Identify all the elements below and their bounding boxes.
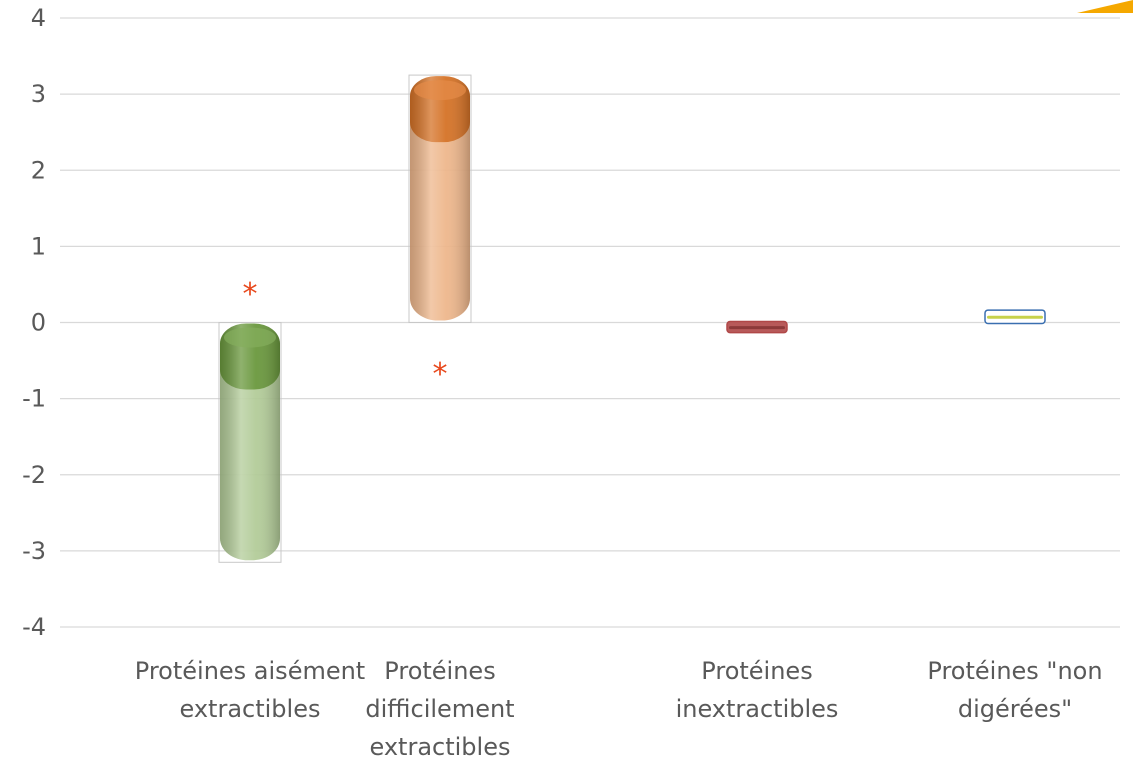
y-tick-label: 4 bbox=[31, 4, 46, 32]
category-label-line: extractibles bbox=[370, 733, 511, 761]
category-label: Protéines "non digérées" bbox=[927, 657, 1102, 723]
category-label: Protéines aisément extractibles bbox=[135, 657, 365, 723]
bar-frame bbox=[408, 74, 472, 323]
x-axis: Protéines aisément extractibles Protéines d… bbox=[135, 657, 1103, 761]
y-axis: 4 3 2 1 0 -1 -2 -3 -4 bbox=[22, 4, 46, 641]
category-label: Protéines difficilement extractibles bbox=[365, 657, 514, 761]
corner-decoration bbox=[1077, 0, 1133, 13]
y-tick-label: -4 bbox=[22, 613, 46, 641]
bar bbox=[984, 309, 1046, 325]
bar-rim bbox=[729, 326, 785, 330]
category-label-line: Protéines bbox=[701, 657, 812, 685]
category-label-line: Protéines aisément bbox=[135, 657, 365, 685]
y-tick-label: 3 bbox=[31, 80, 46, 108]
bar bbox=[726, 320, 788, 334]
bar-cap-top bbox=[414, 80, 466, 101]
bars bbox=[218, 74, 1046, 563]
y-tick-label: -3 bbox=[22, 537, 46, 565]
category-label-line: extractibles bbox=[180, 695, 321, 723]
category-label-line: inextractibles bbox=[676, 695, 839, 723]
bar bbox=[218, 322, 282, 563]
category-label-line: Protéines bbox=[384, 657, 495, 685]
y-tick-label: -1 bbox=[22, 385, 46, 413]
category-label-line: difficilement bbox=[365, 695, 514, 723]
y-tick-label: -2 bbox=[22, 461, 46, 489]
y-tick-label: 1 bbox=[31, 232, 46, 260]
bar-cap-top bbox=[224, 327, 276, 348]
bar-frame bbox=[218, 322, 282, 563]
category-label-line: digérées" bbox=[958, 695, 1072, 723]
category-label: Protéines inextractibles bbox=[676, 657, 839, 723]
y-tick-label: 2 bbox=[31, 156, 46, 184]
annotations: ** bbox=[243, 277, 448, 392]
y-tick-label: 0 bbox=[31, 309, 46, 337]
bar-rim bbox=[987, 315, 1043, 319]
category-label-line: Protéines "non bbox=[927, 657, 1102, 685]
significance-marker: * bbox=[433, 357, 448, 392]
significance-marker: * bbox=[243, 277, 258, 312]
bar bbox=[408, 74, 472, 323]
